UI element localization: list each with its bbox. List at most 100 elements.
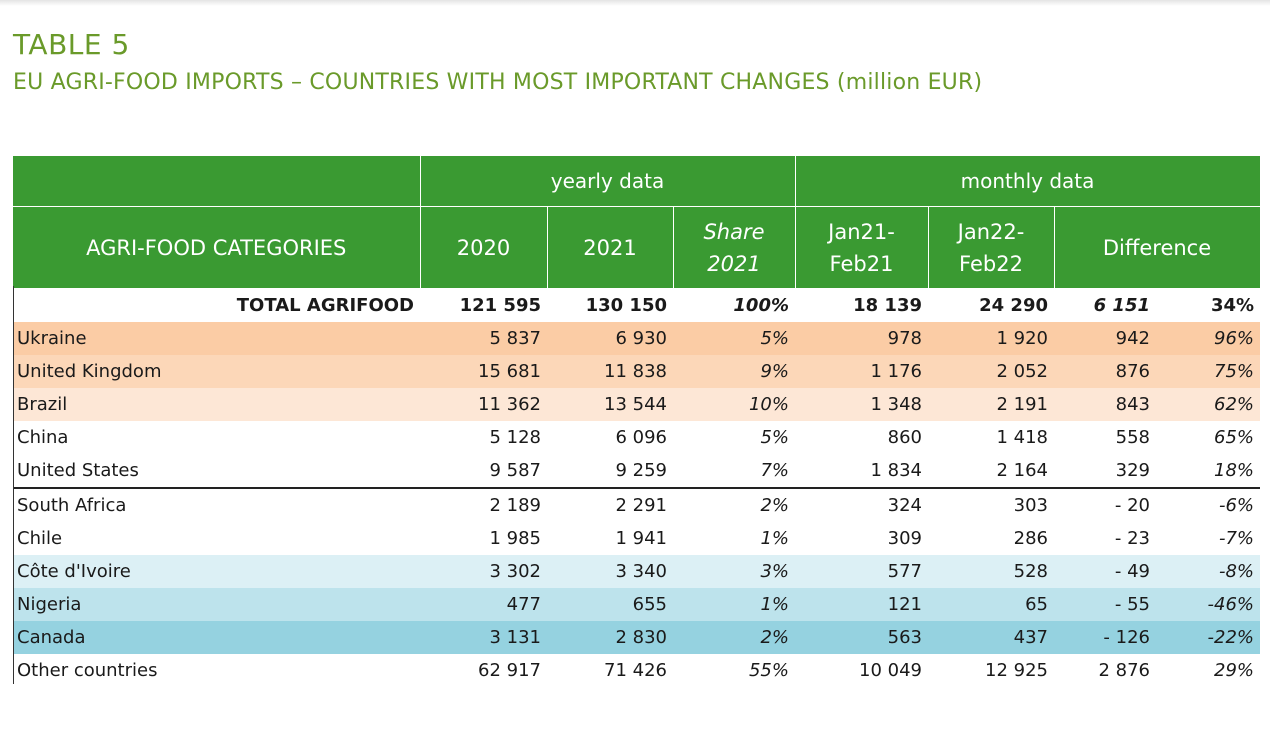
cell-share: 2% [673, 621, 795, 654]
cell-jan22-feb22: 286 [1013, 528, 1048, 549]
row-name: Brazil [13, 388, 420, 421]
table-row: United States 9 587 9 259 7% 1 834 2 164… [13, 454, 1261, 489]
cell-share: 5% [673, 322, 795, 355]
table-body: TOTAL AGRIFOOD 121 595 130 150 100% 18 1… [13, 289, 1261, 688]
header-m2-line2: Feb22 [959, 251, 1023, 276]
table-number: TABLE 5 [13, 28, 130, 61]
cell-jan22-feb22: 528 [928, 555, 1054, 588]
cell-jan22-feb22: 1 418 [996, 427, 1048, 448]
cell-difference: 2 876 [1098, 660, 1150, 681]
cell-difference: - 126 [1054, 621, 1156, 654]
cell-difference-pct: 65% [1214, 427, 1255, 448]
cell-jan22-feb22: 437 [928, 621, 1054, 654]
cell-jan21-feb21: 18 139 [853, 295, 922, 316]
row-name: China [17, 427, 69, 448]
row-name: South Africa [17, 495, 127, 516]
cell-difference: 876 [1054, 355, 1156, 388]
cell-jan21-feb21: 309 [887, 528, 922, 549]
cell-2020: 3 131 [420, 621, 547, 654]
cell-share: 9% [673, 355, 795, 388]
cell-difference-pct: 75% [1156, 355, 1261, 388]
header-share-2021: Share 2021 [672, 206, 796, 289]
header-2021: 2021 [546, 206, 674, 289]
cell-jan21-feb21: 10 049 [859, 660, 922, 681]
cell-difference-pct: 18% [1156, 454, 1261, 489]
table-container: yearly data monthly data AGRI-FOOD CATEG… [13, 155, 1261, 687]
cell-difference: 942 [1054, 322, 1156, 355]
row-name: United Kingdom [13, 355, 420, 388]
cell-2021: 13 544 [547, 388, 673, 421]
cell-2020: 9 587 [420, 454, 547, 489]
header-blank-cell [13, 155, 421, 207]
row-name: Other countries [17, 660, 158, 681]
cell-share: 5% [760, 427, 789, 448]
cell-jan22-feb22: 24 290 [979, 295, 1048, 316]
cell-2021: 1 941 [615, 528, 667, 549]
row-name: Nigeria [13, 588, 420, 621]
header-jan22-feb22: Jan22- Feb22 [927, 206, 1055, 289]
cell-difference: 843 [1054, 388, 1156, 421]
cell-jan22-feb22: 2 164 [928, 454, 1054, 489]
table-row: Côte d'Ivoire 3 302 3 340 3% 577 528 - 4… [13, 555, 1261, 588]
header-share-line1: Share [703, 219, 765, 244]
table-left-border [13, 286, 14, 684]
header-difference: Difference [1053, 206, 1261, 289]
row-name: TOTAL AGRIFOOD [236, 295, 414, 316]
table-row: Canada 3 131 2 830 2% 563 437 - 126 -22% [13, 621, 1261, 654]
cell-difference: - 20 [1114, 495, 1150, 516]
cell-jan22-feb22: 65 [928, 588, 1054, 621]
cell-2021: 9 259 [547, 454, 673, 489]
cell-2021: 2 291 [615, 495, 667, 516]
table-row-total: TOTAL AGRIFOOD 121 595 130 150 100% 18 1… [13, 289, 1260, 323]
header-m1-line2: Feb21 [829, 251, 894, 276]
top-shadow-line [0, 0, 1270, 6]
imports-table: yearly data monthly data AGRI-FOOD CATEG… [13, 155, 1261, 687]
table-row: Ukraine 5 837 6 930 5% 978 1 920 942 96% [13, 322, 1261, 355]
cell-difference-pct: -46% [1156, 588, 1261, 621]
cell-difference: 329 [1054, 454, 1156, 489]
cell-jan21-feb21: 577 [795, 555, 928, 588]
cell-2020: 477 [420, 588, 547, 621]
cell-2020: 5 837 [420, 322, 547, 355]
cell-difference-pct: 62% [1156, 388, 1261, 421]
header-jan21-feb21: Jan21- Feb21 [794, 206, 929, 289]
row-name: Ukraine [13, 322, 420, 355]
table-row: Chile 1 985 1 941 1% 309 286 - 23 -7% [13, 522, 1260, 555]
cell-2021: 655 [547, 588, 673, 621]
cell-share: 100% [733, 295, 789, 316]
cell-difference: - 55 [1054, 588, 1156, 621]
cell-2021: 11 838 [547, 355, 673, 388]
cell-difference: - 23 [1114, 528, 1150, 549]
cell-2020: 1 985 [489, 528, 541, 549]
cell-2021: 71 426 [604, 660, 667, 681]
cell-2020: 11 362 [420, 388, 547, 421]
cell-difference: 558 [1115, 427, 1150, 448]
cell-2021: 130 150 [585, 295, 667, 316]
cell-jan21-feb21: 860 [887, 427, 922, 448]
cell-2020: 121 595 [459, 295, 541, 316]
cell-share: 1% [760, 528, 789, 549]
cell-difference: - 49 [1054, 555, 1156, 588]
cell-share: 1% [673, 588, 795, 621]
cell-share: 10% [673, 388, 795, 421]
cell-jan21-feb21: 1 834 [795, 454, 928, 489]
cell-jan22-feb22: 2 191 [928, 388, 1054, 421]
cell-2021: 6 096 [615, 427, 667, 448]
table-row: United Kingdom 15 681 11 838 9% 1 176 2 … [13, 355, 1261, 388]
cell-share: 3% [673, 555, 795, 588]
cell-share: 2% [760, 495, 789, 516]
row-name: United States [13, 454, 420, 489]
row-name: Côte d'Ivoire [13, 555, 420, 588]
cell-jan21-feb21: 563 [795, 621, 928, 654]
cell-difference-pct: 96% [1156, 322, 1261, 355]
table-subtitle: EU AGRI-FOOD IMPORTS – COUNTRIES WITH MO… [13, 70, 983, 95]
header-m2-line1: Jan22- [957, 219, 1025, 244]
cell-difference-pct: -6% [1218, 495, 1255, 516]
cell-difference-pct: -22% [1156, 621, 1261, 654]
cell-jan21-feb21: 324 [887, 495, 922, 516]
cell-2020: 15 681 [420, 355, 547, 388]
cell-share: 55% [748, 660, 789, 681]
header-2020: 2020 [419, 206, 548, 289]
cell-difference-pct: 29% [1214, 660, 1255, 681]
table-row: South Africa 2 189 2 291 2% 324 303 - 20… [13, 488, 1260, 522]
